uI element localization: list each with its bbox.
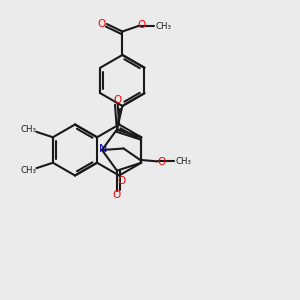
Text: O: O	[137, 20, 146, 30]
Text: O: O	[157, 157, 166, 167]
Text: CH₃: CH₃	[155, 22, 171, 31]
Text: O: O	[117, 176, 125, 187]
Text: N: N	[99, 144, 108, 154]
Text: CH₃: CH₃	[176, 157, 192, 166]
Text: CH₃: CH₃	[20, 125, 36, 134]
Text: O: O	[113, 95, 122, 105]
Text: O: O	[113, 190, 121, 200]
Text: CH₃: CH₃	[20, 166, 36, 175]
Text: O: O	[97, 19, 106, 29]
